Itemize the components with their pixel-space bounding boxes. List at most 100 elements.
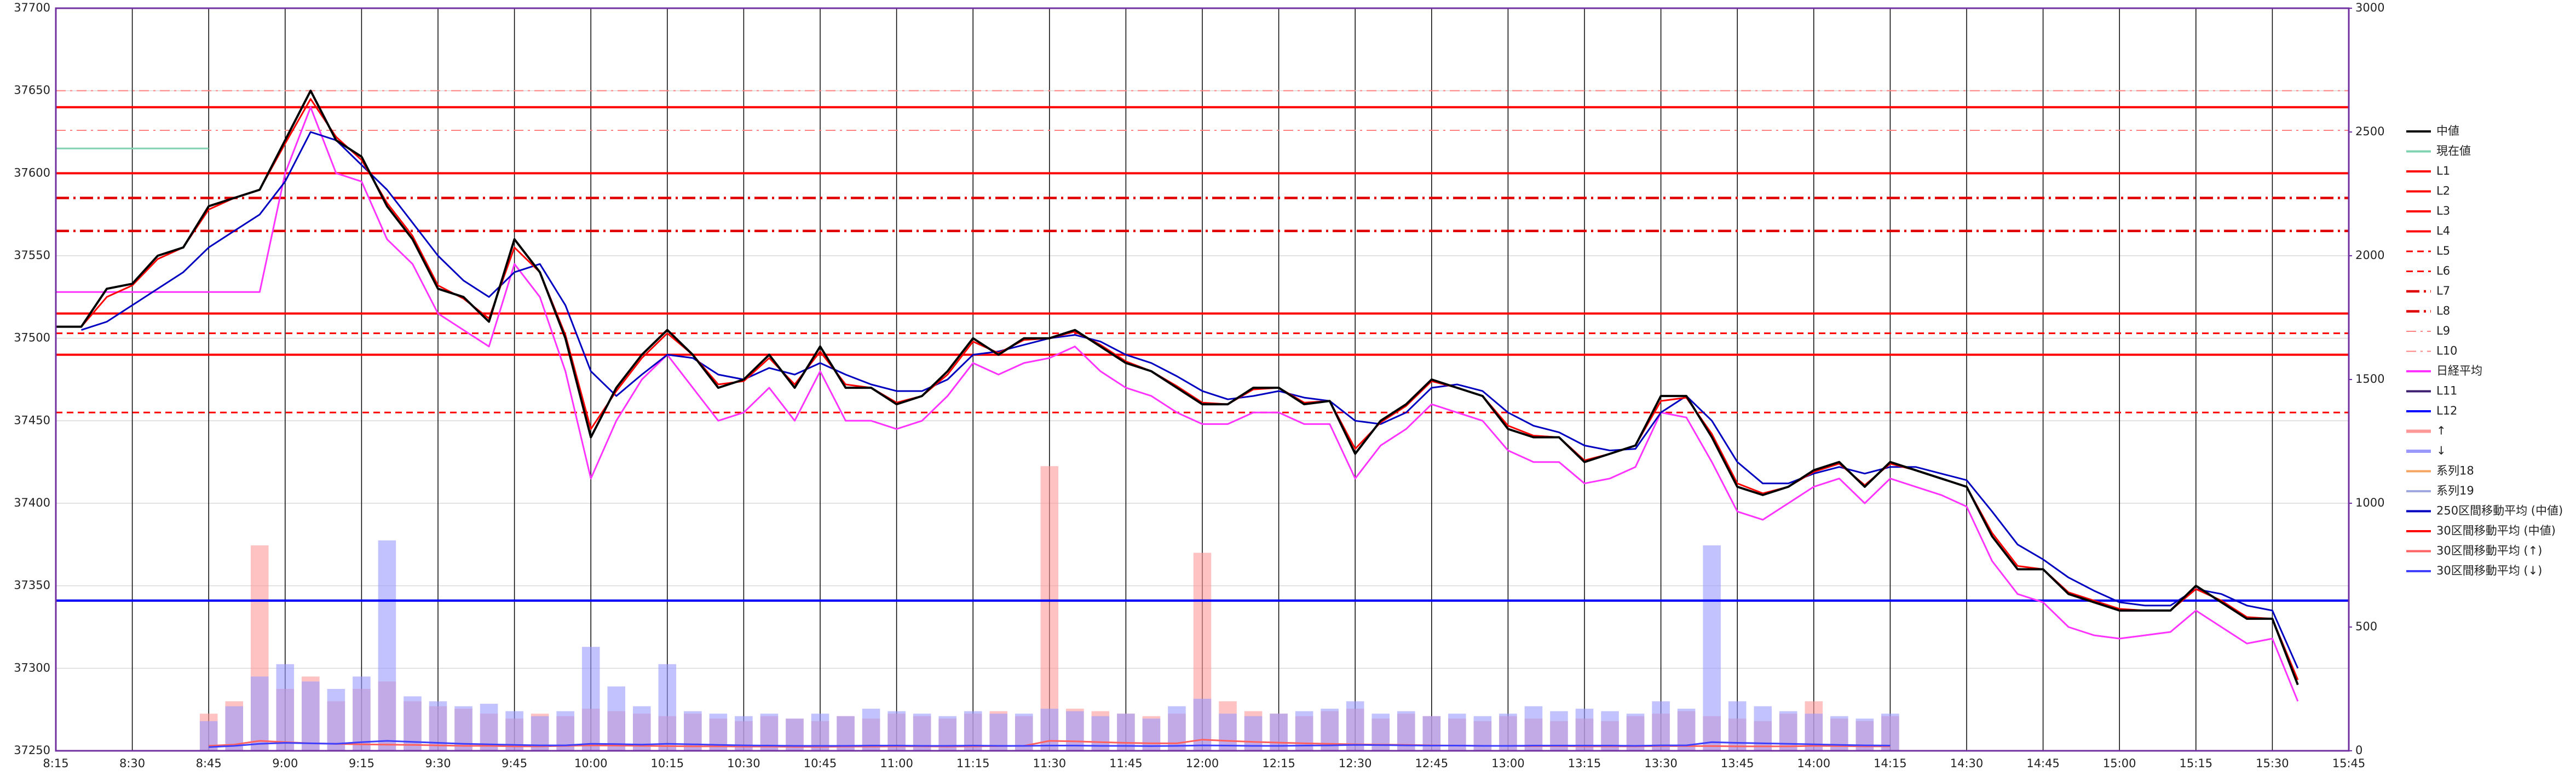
volume-bar [1219, 714, 1237, 751]
volume-bar [1448, 714, 1466, 751]
legend-label: L1 [2436, 164, 2450, 177]
y2-tick-label: 1500 [2355, 372, 2384, 386]
volume-bar [811, 714, 829, 751]
volume-bar [276, 664, 295, 751]
legend-label: L9 [2436, 324, 2450, 337]
x-tick-label: 14:15 [1874, 757, 1907, 770]
x-tick-label: 10:45 [804, 757, 837, 770]
volume-bar [888, 711, 906, 751]
y-tick-label: 37350 [14, 579, 50, 592]
y-tick-label: 37250 [14, 744, 50, 757]
x-tick-label: 12:30 [1339, 757, 1372, 770]
volume-bar [1270, 714, 1288, 751]
volume-bar [250, 676, 269, 751]
x-tick-label: 13:45 [1721, 757, 1754, 770]
x-tick-label: 11:45 [1109, 757, 1143, 770]
y2-tick-label: 0 [2355, 744, 2362, 757]
volume-bar [1575, 709, 1594, 751]
x-tick-label: 12:45 [1415, 757, 1449, 770]
x-tick-label: 10:15 [651, 757, 684, 770]
legend-label: ↑ [2436, 424, 2446, 438]
legend-label: L3 [2436, 204, 2450, 217]
axes: 37250 37300 37350 37400 37450 37500 37550 37600… [14, 1, 2384, 770]
x-tick-label: 13:15 [1568, 757, 1601, 770]
legend-label: L4 [2436, 225, 2450, 238]
x-tick-label: 8:30 [119, 757, 145, 770]
volume-bar [1626, 714, 1645, 751]
y2-tick-label: 1000 [2355, 496, 2384, 509]
x-tick-label: 11:00 [880, 757, 913, 770]
x-tick-label: 13:00 [1491, 757, 1525, 770]
volume-bar [1117, 714, 1135, 751]
y-tick-label: 37700 [14, 1, 50, 14]
volume-bar [302, 681, 320, 751]
volume-bar [1040, 466, 1059, 751]
legend-label: L6 [2436, 264, 2450, 278]
x-tick-label: 15:00 [2103, 757, 2136, 770]
x-tick-label: 8:15 [43, 757, 68, 770]
x-tick-label: 14:45 [2026, 757, 2060, 770]
x-tick-label: 15:30 [2256, 757, 2289, 770]
x-tick-label: 14:00 [1797, 757, 1831, 770]
volume-bar [1524, 706, 1543, 751]
volume-bar [327, 689, 345, 751]
legend-label: L2 [2436, 185, 2450, 198]
volume-bar [1040, 709, 1059, 751]
y2-tick-label: 2500 [2355, 125, 2384, 138]
volume-bar [913, 714, 931, 751]
x-tick-label: 9:00 [272, 757, 298, 770]
y2-tick-label: 500 [2355, 620, 2377, 633]
volume-bar [1703, 545, 1721, 751]
volume-bar [760, 714, 779, 751]
legend-label: 系列19 [2436, 484, 2474, 497]
volume-bar [1652, 701, 1670, 751]
legend-label: 日経平均 [2436, 364, 2482, 377]
volume-bar [353, 676, 371, 751]
legend-label: 中値 [2436, 124, 2459, 137]
y-tick-label: 37600 [14, 166, 50, 179]
volume-bar [1193, 699, 1212, 751]
volume-bar [480, 704, 498, 751]
x-tick-label: 12:00 [1186, 757, 1219, 770]
legend-label: 30区間移動平均 (中値) [2436, 524, 2556, 537]
x-tick-label: 13:30 [1644, 757, 1678, 770]
x-tick-label: 10:00 [574, 757, 608, 770]
volume-bar [632, 706, 651, 751]
y-tick-label: 37500 [14, 331, 50, 344]
volume-bar [862, 709, 880, 751]
x-tick-label: 14:30 [1950, 757, 1984, 770]
volume-bar [1779, 711, 1797, 751]
volume-bar [581, 647, 600, 751]
volume-bar [1499, 714, 1517, 751]
x-tick-label: 9:30 [425, 757, 451, 770]
legend-label: ↓ [2436, 444, 2446, 457]
series-line [81, 131, 2299, 669]
y-tick-label: 37300 [14, 661, 50, 674]
volume-bar [607, 686, 626, 751]
x-tick-label: 15:15 [2180, 757, 2213, 770]
legend-label: 30区間移動平均 (↓) [2436, 564, 2542, 577]
x-tick-label: 8:45 [196, 757, 222, 770]
x-tick-label: 11:30 [1033, 757, 1067, 770]
series-line [56, 106, 2299, 702]
series-line [56, 89, 2299, 686]
volume-bar [658, 664, 677, 751]
volume-bar [1550, 711, 1568, 751]
legend-label: L7 [2436, 284, 2450, 297]
legend-label: L12 [2436, 404, 2457, 417]
x-tick-label: 12:15 [1262, 757, 1295, 770]
legend-label: 系列18 [2436, 464, 2474, 478]
legend-label: 250区間移動平均 (中値) [2436, 504, 2563, 518]
legend-label: 30区間移動平均 (↑) [2436, 544, 2542, 557]
y2-tick-label: 3000 [2355, 1, 2384, 14]
y2-tick-label: 2000 [2355, 249, 2384, 262]
x-tick-label: 11:15 [956, 757, 990, 770]
volume-bar [964, 711, 982, 751]
y-tick-label: 37400 [14, 496, 50, 509]
volume-bar [1881, 714, 1899, 751]
legend-label: L11 [2436, 384, 2457, 398]
x-tick-label: 9:45 [502, 757, 527, 770]
volume-bar [1346, 701, 1364, 751]
series-line [209, 740, 1891, 748]
